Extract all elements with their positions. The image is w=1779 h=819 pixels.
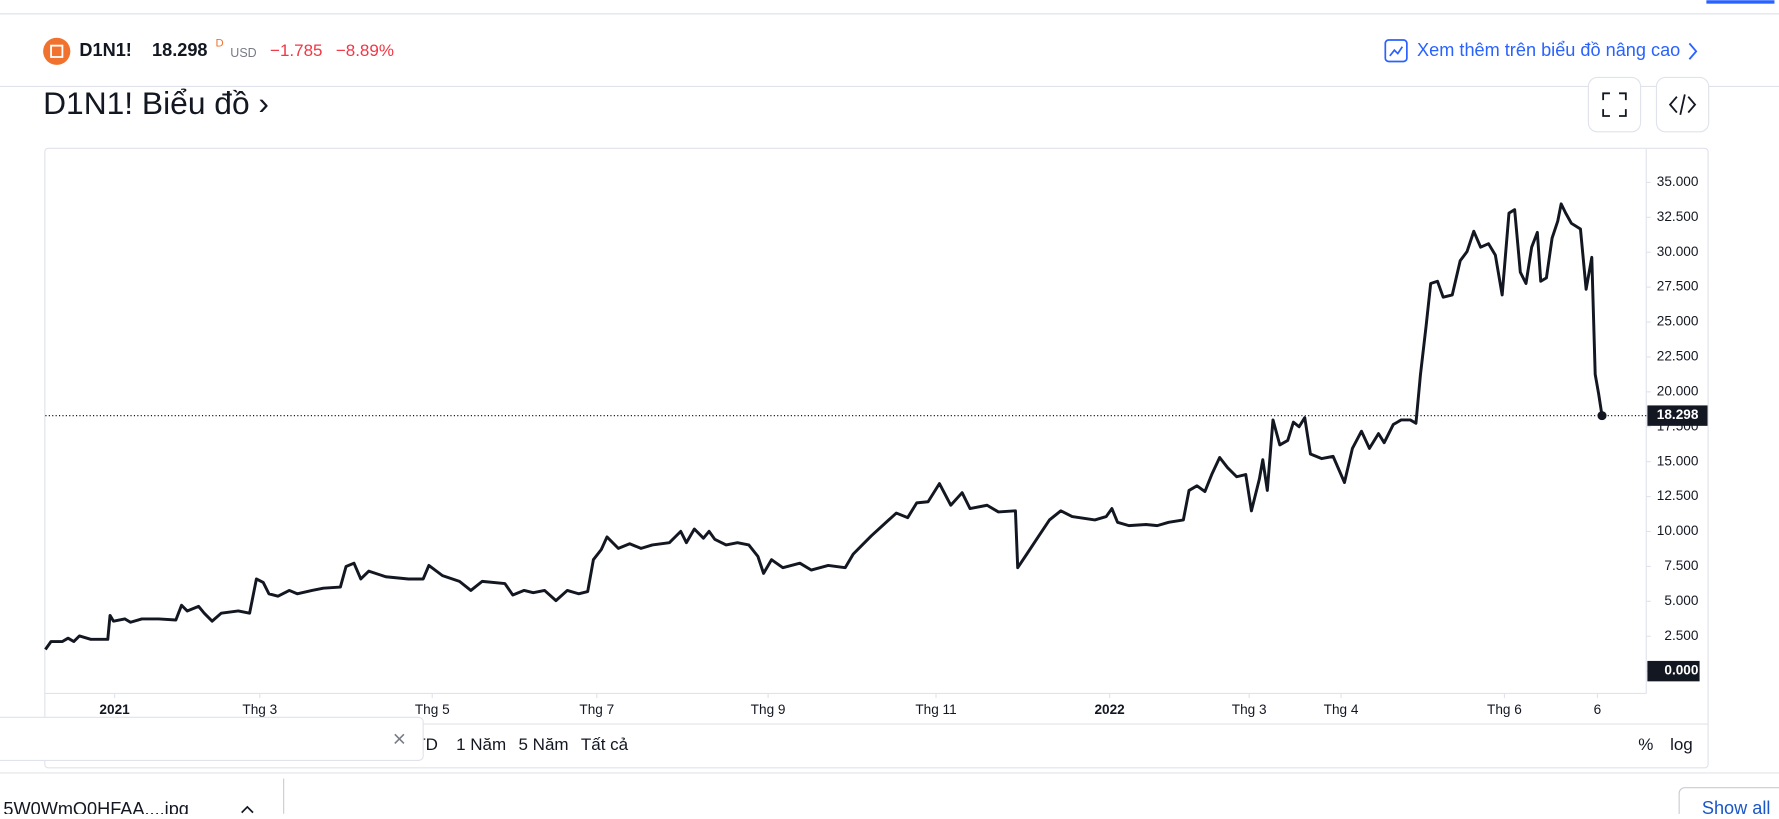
chart-title[interactable]: D1N1! Biểu đồ › xyxy=(43,85,269,121)
link-icon-line xyxy=(1389,46,1404,57)
x-tick-label: 2022 xyxy=(1094,702,1125,717)
y-tick-label: 30.000 xyxy=(1657,244,1699,259)
change-pct: −8.89% xyxy=(336,41,394,60)
symbol-glyph xyxy=(50,44,64,58)
range-button[interactable]: 1 Năm xyxy=(456,735,506,754)
chart-frame xyxy=(44,147,1709,769)
embed-button[interactable] xyxy=(1655,76,1710,133)
y-tick-highlight xyxy=(1647,660,1700,682)
currency: USD xyxy=(230,46,256,60)
fullscreen-icon xyxy=(1602,92,1627,117)
y-tick-label: 2.500 xyxy=(1664,628,1698,643)
link-chevron xyxy=(1688,42,1698,60)
popup-box xyxy=(0,716,424,761)
last-price-label: 18.298 xyxy=(1657,407,1699,422)
y-tick-label: 5.000 xyxy=(1664,593,1698,608)
range-button[interactable]: Tất cả xyxy=(581,735,629,754)
last-point xyxy=(1597,411,1607,421)
price-suffix: D xyxy=(216,37,224,49)
symbol: D1N1! xyxy=(79,40,131,60)
range-toolbar: TD 1 Năm 5 Năm Tất cả% log xyxy=(415,735,1693,754)
popup-close[interactable] xyxy=(394,733,405,744)
fullscreen-button[interactable] xyxy=(1587,76,1642,133)
x-tick-label: Thg 9 xyxy=(751,702,786,717)
y-tick-label: 32.500 xyxy=(1657,209,1699,224)
x-tick-label: Thg 5 xyxy=(415,702,450,717)
y-tick-label: 27.500 xyxy=(1657,279,1699,294)
x-tick-label: Thg 4 xyxy=(1324,702,1359,717)
y-tick-label: 10.000 xyxy=(1657,523,1699,538)
popup xyxy=(0,716,424,761)
link-icon xyxy=(1384,39,1408,63)
x-tick-label: Thg 6 xyxy=(1487,702,1522,717)
plot: 0.0002.5005.0007.50010.00012.50015.00017… xyxy=(44,174,1708,717)
y-tick-label: 20.000 xyxy=(1657,383,1699,398)
price: 18.298 xyxy=(152,40,208,60)
x-tick-label: Thg 11 xyxy=(915,702,956,717)
download-caret[interactable] xyxy=(241,805,254,814)
x-tick-label: Thg 3 xyxy=(1232,702,1267,717)
last-price-box xyxy=(1647,405,1708,426)
y-tick-label: 7.500 xyxy=(1664,558,1698,573)
x-tick-label: 2021 xyxy=(99,702,130,717)
x-tick-label: 6 xyxy=(1594,702,1602,717)
y-tick-label: 35.000 xyxy=(1657,174,1699,189)
button-frame xyxy=(1587,76,1642,133)
symbol-icon xyxy=(43,37,71,65)
y-tick-label: 22.500 xyxy=(1657,349,1699,364)
show-all-text[interactable]: Show all xyxy=(1702,798,1771,818)
y-tick-label: 0.000 xyxy=(1664,663,1698,678)
download-file[interactable]: 5W0WmQ0HFAA....jpg xyxy=(3,799,188,819)
change: −1.785 xyxy=(270,41,322,60)
advanced-link[interactable]: Xem thêm trên biểu đồ nâng cao xyxy=(1384,39,1698,63)
show-all-button[interactable] xyxy=(1678,787,1779,819)
embed-icon xyxy=(1668,94,1697,116)
link-text[interactable]: Xem thêm trên biểu đồ nâng cao xyxy=(1417,40,1680,60)
x-tick-label: Thg 7 xyxy=(579,702,614,717)
scale-button[interactable]: log xyxy=(1670,735,1693,754)
x-tick-label: Thg 3 xyxy=(242,702,277,717)
y-tick-label: 12.500 xyxy=(1657,488,1699,503)
top-tab xyxy=(1706,0,1775,4)
scale-button[interactable]: % xyxy=(1638,735,1653,754)
range-button[interactable]: 5 Năm xyxy=(518,735,568,754)
price-line xyxy=(44,202,1604,651)
y-tick-label: 15.000 xyxy=(1657,453,1699,468)
y-tick-label: 25.000 xyxy=(1657,314,1699,329)
